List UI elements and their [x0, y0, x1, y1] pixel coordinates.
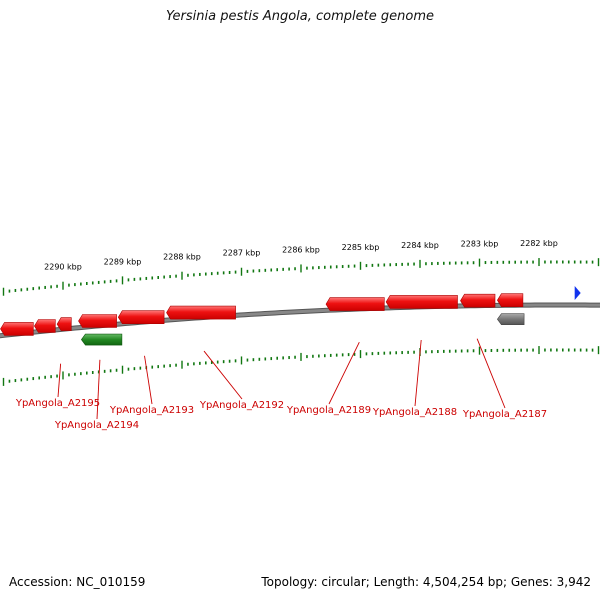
gene-label-leader: [203, 350, 243, 400]
gene-label-leader: [414, 339, 422, 407]
scale-tick-label: 2288 kbp: [163, 253, 201, 262]
scale-tick-label: 2282 kbp: [520, 239, 558, 248]
gene-label-leader: [57, 363, 62, 398]
gene-feature[interactable]: [166, 305, 236, 320]
gene-label-leader: [96, 359, 101, 420]
inner-scale-ticks: [2, 346, 600, 386]
gene-feature[interactable]: [34, 319, 56, 333]
accession-text: Accession: NC_010159: [9, 575, 146, 589]
scale-tick-labels: 2290 kbp 2289 kbp 2288 kbp 2287 kbp 2286 kbp…: [44, 239, 558, 272]
position-marker-icon: [574, 286, 581, 301]
gene-feature[interactable]: [460, 293, 496, 308]
gene-label-leader: [476, 338, 506, 409]
scale-tick-label: 2287 kbp: [223, 249, 261, 258]
genome-summary-text: Topology: circular; Length: 4,504,254 bp…: [261, 575, 591, 589]
gene-feature[interactable]: [78, 314, 117, 328]
gene-feature[interactable]: [497, 293, 524, 308]
outer-scale-ticks: [2, 258, 600, 296]
scale-tick-label: 2290 kbp: [44, 263, 82, 272]
gene-label-leader: [328, 341, 360, 405]
gene-feature[interactable]: [117, 310, 165, 325]
rna-gene-feature[interactable]: [81, 333, 123, 346]
gene-feature[interactable]: [385, 295, 458, 309]
gene-label-leader: [144, 355, 153, 405]
gene-label[interactable]: YpAngola_A2195: [15, 398, 100, 409]
gene-label[interactable]: YpAngola_A2193: [109, 405, 194, 416]
gene-feature[interactable]: [56, 317, 72, 331]
gene-label[interactable]: YpAngola_A2189: [286, 405, 371, 416]
scale-tick-label: 2289 kbp: [104, 257, 142, 266]
genome-title: Yersinia pestis Angola, complete genome: [166, 9, 434, 24]
gene-feature[interactable]: [0, 322, 34, 336]
gene-label[interactable]: YpAngola_A2194: [54, 420, 139, 431]
scale-tick-label: 2283 kbp: [461, 240, 499, 249]
gene-labels: YpAngola_A2195 YpAngola_A2194 YpAngola_A21…: [15, 338, 547, 431]
scale-tick-label: 2286 kbp: [282, 245, 320, 254]
scale-tick-label: 2285 kbp: [342, 243, 380, 252]
gene-label[interactable]: YpAngola_A2187: [462, 409, 547, 420]
gene-features: [0, 286, 581, 346]
gene-label[interactable]: YpAngola_A2192: [199, 400, 284, 411]
gene-feature[interactable]: [325, 297, 385, 311]
pseudo-gene-feature[interactable]: [497, 313, 525, 326]
scale-tick-label: 2284 kbp: [401, 241, 439, 250]
gene-label[interactable]: YpAngola_A2188: [372, 407, 457, 418]
